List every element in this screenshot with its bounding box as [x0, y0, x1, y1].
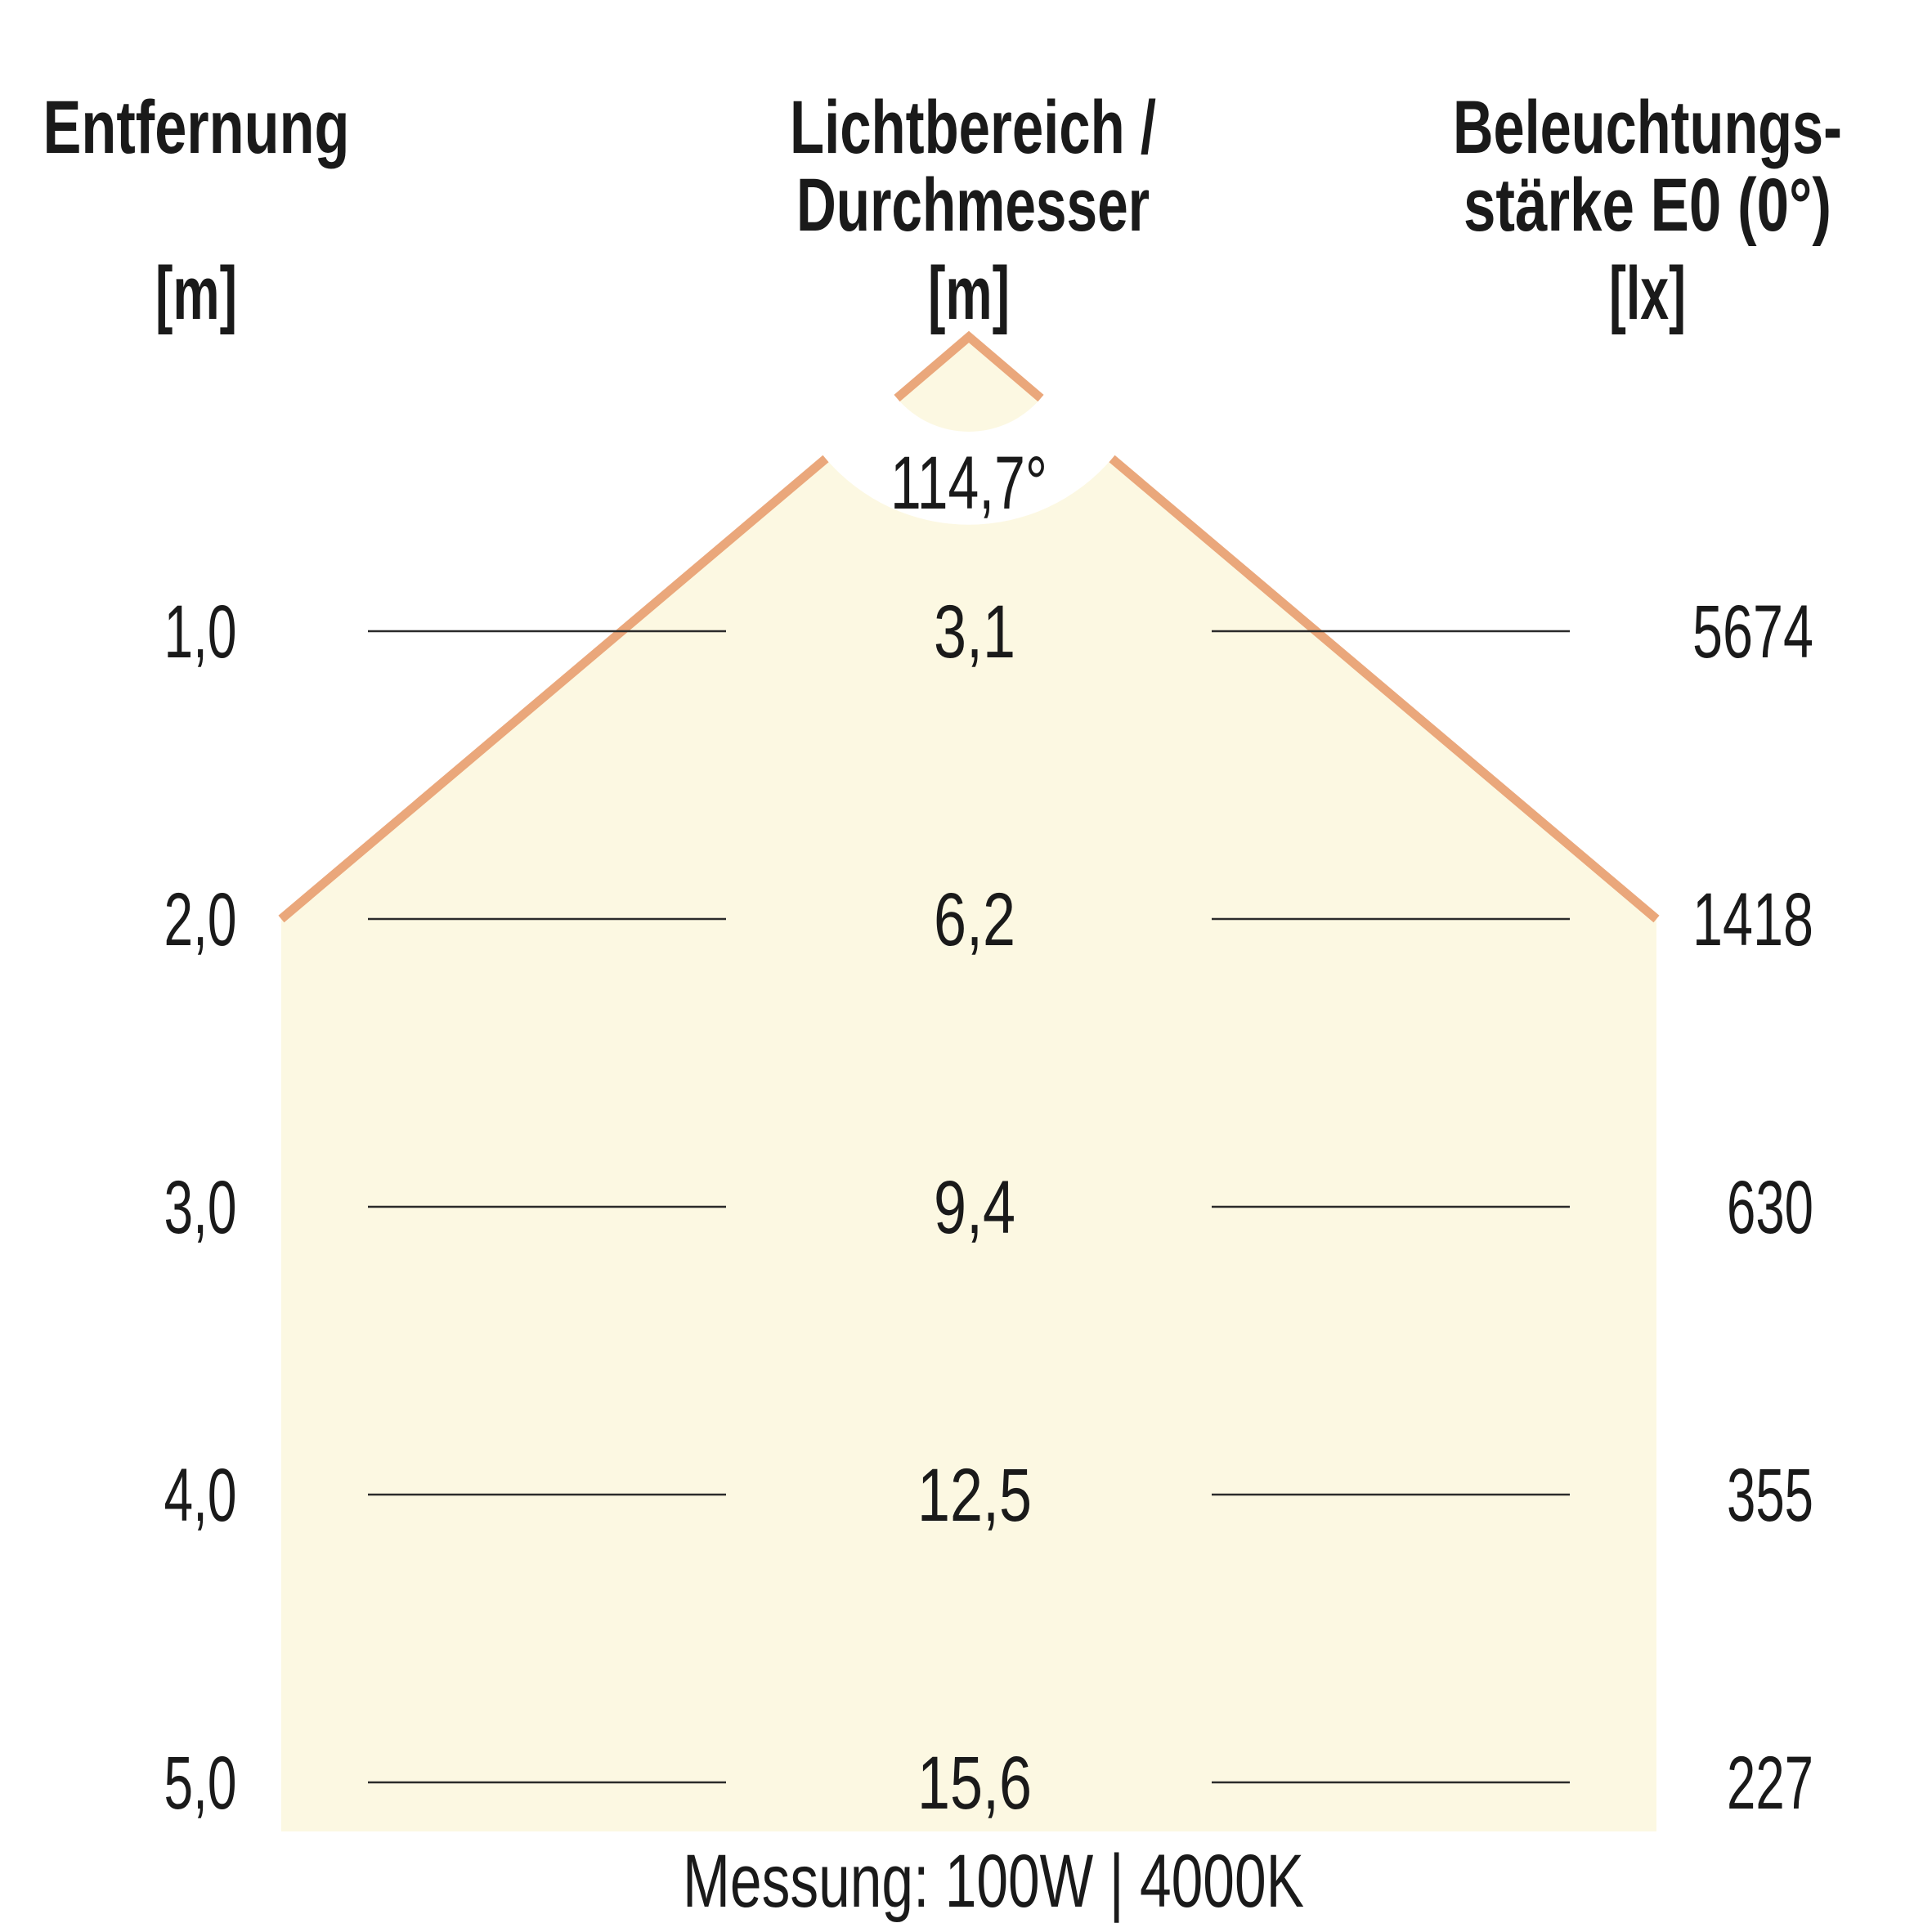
beam-apex-edge [894, 330, 1044, 402]
illuminance-value: 227 [1727, 1741, 1813, 1825]
unit-distance: [m] [155, 252, 237, 335]
illuminance-value: 1418 [1692, 878, 1813, 962]
diameter-value: 3,1 [934, 590, 1015, 674]
diameter-value: 6,2 [934, 878, 1015, 962]
illuminance-value: 630 [1727, 1166, 1813, 1249]
beam-apex-wedge [897, 337, 1041, 432]
distance-value: 1,0 [164, 590, 237, 674]
unit-diameter: [m] [928, 252, 1010, 335]
diameter-value: 12,5 [917, 1454, 1032, 1537]
unit-illuminance: [lx] [1609, 252, 1686, 335]
beam-cone [278, 330, 1660, 1831]
distance-value: 5,0 [164, 1741, 237, 1825]
illuminance-value: 5674 [1692, 590, 1813, 674]
illuminance-value: 355 [1727, 1454, 1813, 1537]
header-diameter-line1: Lichtbereich / [790, 86, 1156, 169]
distance-value: 4,0 [164, 1454, 237, 1537]
beam-left-edge [278, 455, 829, 923]
diameter-value: 9,4 [934, 1166, 1015, 1249]
row-lines [368, 630, 1570, 1784]
table-rows: 1,0 3,1 5674 2,0 6,2 1418 3,0 9,4 630 4,… [164, 590, 1814, 1825]
diameter-value: 15,6 [917, 1741, 1032, 1825]
measurement-note: Messung: 100W | 4000K [683, 1840, 1304, 1923]
table-header: Entfernung Lichtbereich / Beleuchtungs- … [43, 86, 1843, 335]
header-diameter-line2: Durchmesser [796, 164, 1150, 247]
header-distance-line1: Entfernung [43, 86, 350, 169]
header-illuminance-line2: stärke E0 (0°) [1464, 164, 1831, 247]
beam-angle-label: 114,7° [890, 442, 1047, 525]
distance-value: 2,0 [164, 878, 237, 962]
distance-value: 3,0 [164, 1166, 237, 1249]
beam-body [281, 459, 1656, 1831]
beam-right-edge [1109, 455, 1660, 923]
header-illuminance-line1: Beleuchtungs- [1453, 86, 1842, 169]
